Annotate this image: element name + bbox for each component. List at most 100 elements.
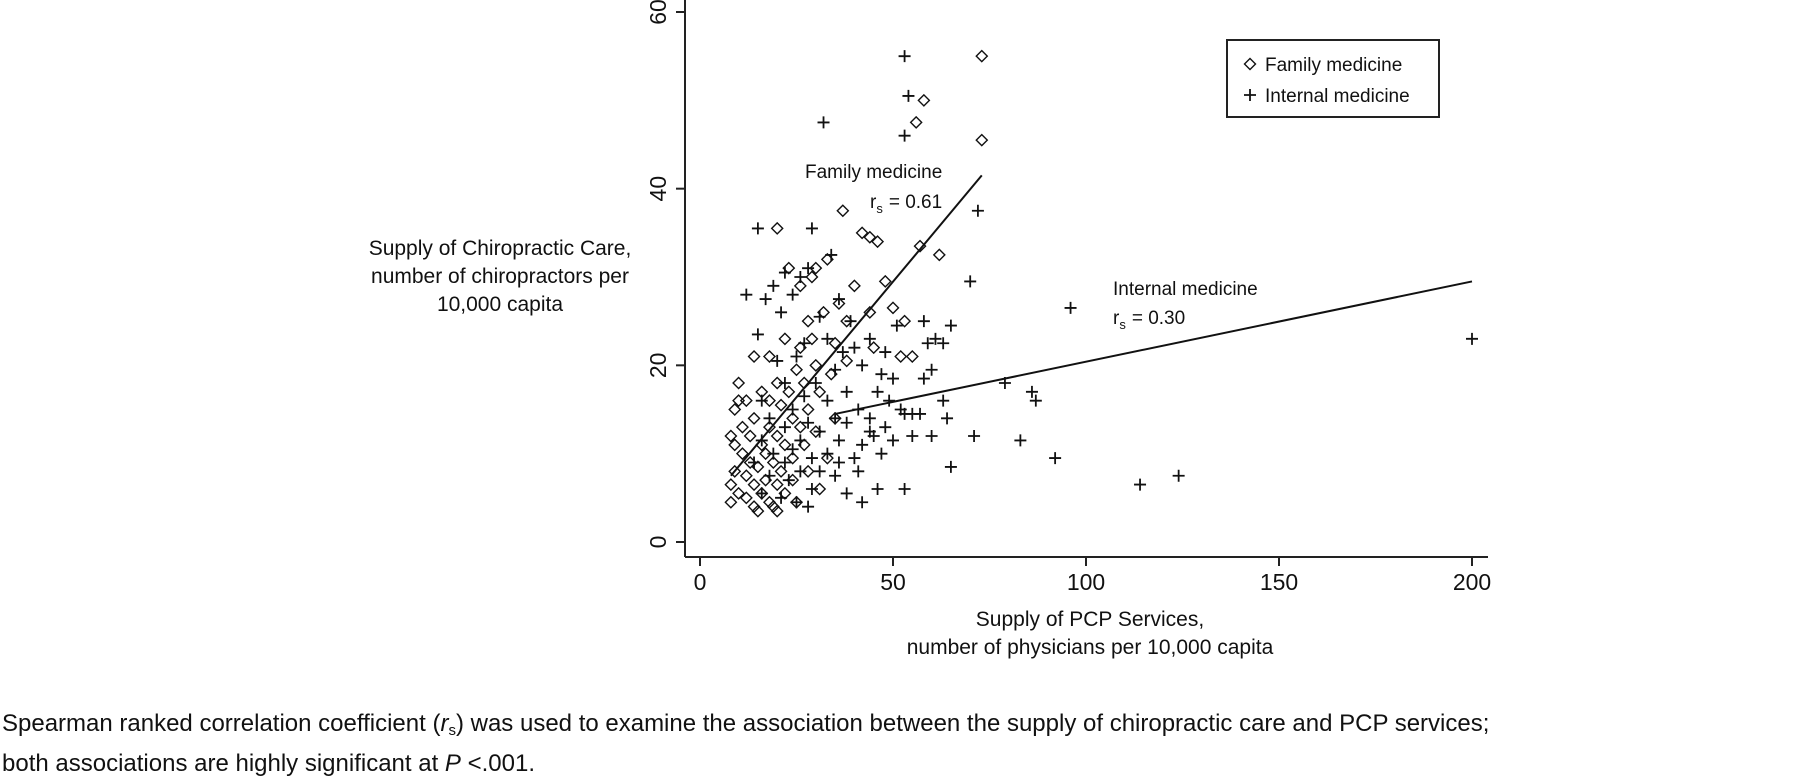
diamond-marker: [905, 350, 919, 363]
plus-marker: [755, 434, 768, 447]
chart-figure: 0 50 100 150 200 0 20 40 60 Family medicine rs = 0…: [369, 0, 1491, 659]
diamond-marker: [793, 279, 807, 293]
plus-marker: [805, 222, 818, 235]
plus-marker: [944, 460, 957, 473]
plus-marker: [852, 465, 865, 478]
diamond-marker: [863, 230, 877, 244]
diamond-marker: [898, 314, 912, 328]
diamond-marker: [724, 478, 738, 492]
plus-marker: [863, 332, 876, 345]
diamond-marker: [817, 305, 831, 319]
diamond-marker: [847, 279, 861, 293]
plus-marker: [751, 222, 764, 235]
diamond-marker: [867, 341, 881, 355]
diamond-marker: [739, 469, 753, 483]
y-axis-label-line: 10,000 capita: [436, 293, 564, 316]
legend-label: Internal medicine: [1265, 86, 1410, 107]
x-tick-label: 150: [1260, 569, 1298, 595]
plus-marker: [871, 385, 884, 398]
caption-symbol: r: [440, 710, 449, 737]
plus-marker: [775, 491, 788, 504]
plus-marker: [1134, 478, 1147, 491]
diamond-marker: [813, 482, 827, 496]
stat-subscript: s: [876, 201, 883, 216]
plus-marker: [740, 288, 753, 301]
diamond-marker: [747, 350, 761, 363]
legend: Family medicine Internal medicine: [1226, 39, 1440, 118]
caption-line-2: both associations are highly significant…: [2, 747, 1798, 780]
plus-marker: [798, 337, 811, 350]
plus-marker: [798, 390, 811, 403]
caption-line-1: Spearman ranked correlation coefficient …: [2, 707, 1798, 747]
caption-p-symbol: P: [444, 750, 461, 777]
diamond-marker: [836, 204, 850, 218]
plus-marker: [755, 394, 768, 407]
stat-symbol: r: [870, 192, 877, 213]
diamond-marker: [917, 93, 931, 107]
plus-marker: [941, 412, 954, 425]
plus-marker: [863, 412, 876, 425]
diamond-marker: [801, 403, 815, 416]
plus-marker: [802, 500, 815, 513]
plus-marker: [786, 288, 799, 301]
diamond-marker: [751, 504, 765, 518]
legend-box: [1226, 39, 1440, 118]
plus-marker: [856, 438, 869, 451]
plus-marker: [1466, 332, 1478, 345]
diamond-marker: [739, 491, 753, 505]
diamond-marker: [724, 495, 738, 509]
plus-marker: [848, 341, 861, 354]
caption-text: ) was used to examine the association be…: [455, 710, 1490, 737]
plus-marker: [898, 483, 911, 495]
diamond-marker: [805, 270, 819, 284]
diamond-marker: [828, 336, 842, 350]
plus-marker: [840, 385, 853, 398]
plus-marker: [813, 465, 826, 478]
diamond-marker: [975, 49, 989, 63]
plus-marker: [813, 310, 826, 323]
diamond-marker: [790, 363, 803, 377]
diamond-marker: [766, 456, 780, 469]
plus-marker: [778, 377, 791, 389]
diamond-marker: [809, 261, 823, 275]
fit-line: [834, 280, 1473, 415]
plus-marker: [809, 377, 822, 389]
plus-marker: [1025, 385, 1038, 398]
plus-marker: [782, 474, 795, 487]
stat-value: = 0.61: [889, 192, 942, 213]
plus-marker: [840, 487, 853, 500]
plus-marker: [971, 204, 984, 217]
diamond-marker: [732, 394, 746, 408]
plus-marker: [856, 496, 869, 509]
diamond-marker: [747, 411, 761, 425]
diamond-marker: [747, 478, 761, 492]
fit-line: [730, 174, 983, 477]
diamond-marker: [766, 500, 780, 514]
diamond-marker: [762, 350, 776, 363]
diamond-marker: [770, 376, 784, 390]
plus-marker: [821, 332, 834, 345]
diamond-marker: [732, 486, 746, 500]
plus-marker: [805, 483, 818, 495]
plus-marker: [778, 421, 791, 434]
diamond-marker: [774, 398, 788, 412]
diamond-marker: [724, 429, 738, 443]
x-tick-label: 0: [694, 569, 707, 595]
plus-marker: [925, 430, 938, 442]
plus-marker: [856, 359, 869, 372]
series-family-medicine: [724, 49, 989, 518]
diamond-marker: [871, 235, 885, 249]
plus-marker: [875, 447, 888, 460]
plus-marker: [921, 337, 934, 350]
plus-marker: [1029, 394, 1042, 407]
diamond-marker: [855, 226, 869, 240]
plus-marker: [906, 430, 919, 442]
diamond-marker: [728, 438, 742, 452]
fit-line-statistic: rs = 0.30: [1113, 308, 1185, 332]
diamond-marker: [909, 115, 923, 129]
diamond-marker: [728, 464, 742, 478]
plus-marker: [840, 416, 853, 429]
plus-marker: [1064, 301, 1077, 314]
plus-marker: [763, 412, 776, 425]
